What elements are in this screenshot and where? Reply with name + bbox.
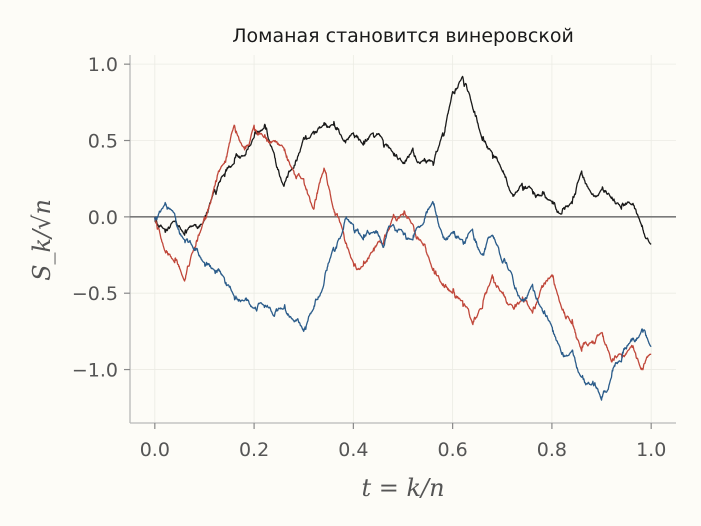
y-tick-label: 0.0 [88,207,118,229]
x-tick-label: 0.8 [537,439,567,461]
y-tick-label: 1.0 [88,54,118,76]
y-tick-label: 0.5 [88,131,118,153]
chart-title: Ломаная становится винеровской [232,25,574,47]
y-axis-ticks: 1.0 0.5 0.0 −0.5 −1.0 [72,54,130,382]
x-tick-label: 0.4 [338,439,368,461]
x-axis-ticks: 0.0 0.2 0.4 0.6 0.8 1.0 [140,423,666,461]
series-line-2 [154,124,652,371]
grid [130,55,676,423]
x-tick-label: 0.2 [239,439,269,461]
x-axis-label: t = k/n [361,474,444,502]
series-line-3 [154,200,652,401]
axes-spines [129,55,676,424]
series-line-1 [154,75,652,245]
y-tick-label: −0.5 [72,283,118,305]
x-tick-label: 0.6 [438,439,468,461]
y-tick-label: −1.0 [72,360,118,382]
x-tick-label: 1.0 [636,439,666,461]
x-tick-label: 0.0 [140,439,170,461]
series-group [154,75,652,401]
y-axis-label: S_k/√n [28,199,56,281]
